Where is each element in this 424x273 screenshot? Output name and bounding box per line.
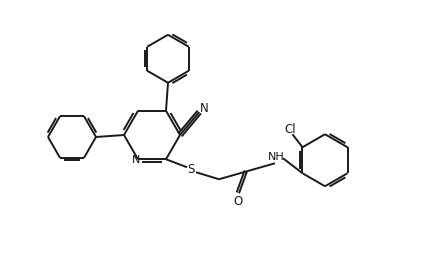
Text: O: O bbox=[233, 195, 243, 208]
Text: N: N bbox=[200, 102, 209, 114]
Text: NH: NH bbox=[268, 152, 285, 162]
Text: Cl: Cl bbox=[285, 123, 296, 136]
Text: N: N bbox=[132, 155, 140, 165]
Text: S: S bbox=[187, 163, 195, 176]
